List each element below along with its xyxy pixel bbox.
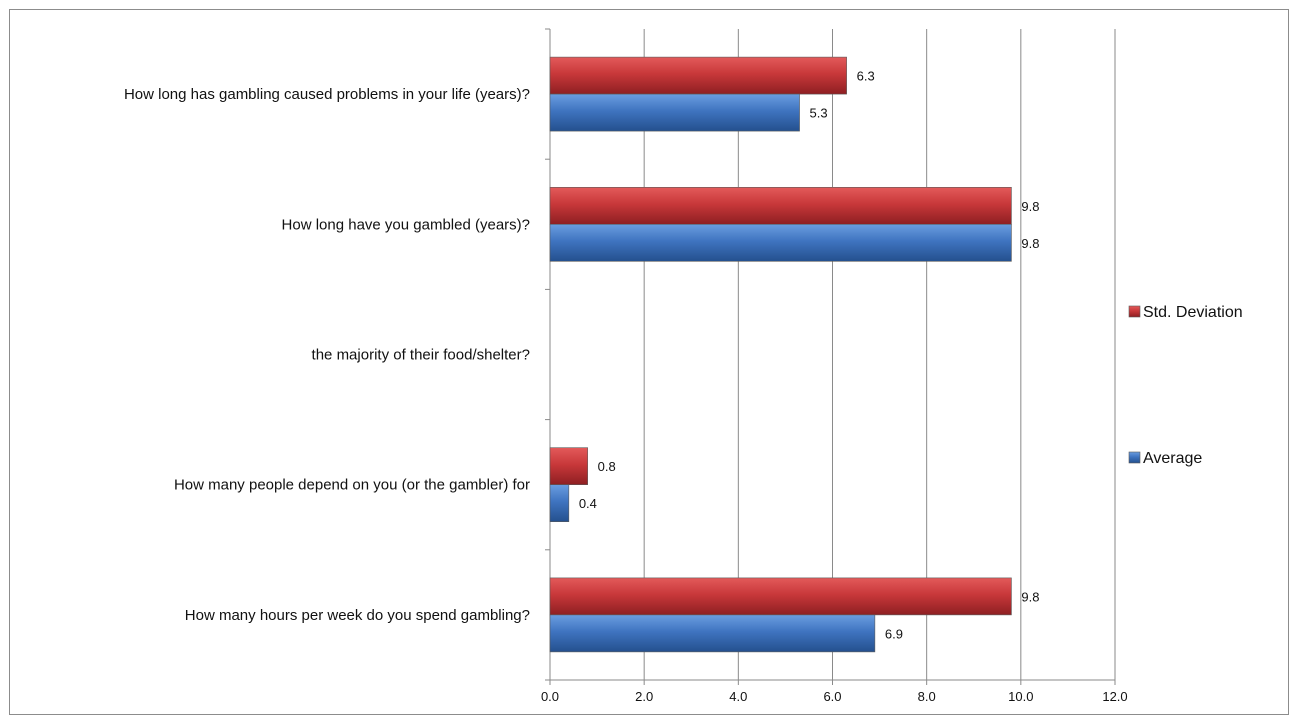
category-label: How long has gambling caused problems in… bbox=[124, 86, 530, 103]
data-label: 9.8 bbox=[1021, 199, 1039, 214]
data-label: 9.8 bbox=[1021, 589, 1039, 604]
legend: Std. Deviation Average bbox=[1128, 304, 1243, 467]
x-tick-label: 2.0 bbox=[635, 689, 653, 704]
legend-label: Std. Deviation bbox=[1143, 304, 1243, 321]
legend-swatch bbox=[1128, 451, 1141, 464]
category-label: How many hours per week do you spend gam… bbox=[185, 607, 530, 624]
labels: How long has gambling caused problems in… bbox=[124, 69, 1040, 642]
data-label: 9.8 bbox=[1021, 236, 1039, 251]
bar-std-deviation bbox=[549, 187, 1012, 225]
bar-average bbox=[549, 484, 570, 523]
x-tick-label: 10.0 bbox=[1008, 689, 1033, 704]
bar-std-deviation bbox=[549, 577, 1012, 616]
data-label: 0.8 bbox=[598, 459, 616, 474]
axes: 0.0 2.0 4.0 6.0 8.0 10.0 12.0 bbox=[541, 28, 1128, 704]
bar-chart: 0.0 2.0 4.0 6.0 8.0 10.0 12.0 How long has gam… bbox=[124, 28, 1243, 704]
bars bbox=[549, 56, 1012, 653]
bar-average bbox=[549, 93, 800, 132]
x-tick-label: 8.0 bbox=[918, 689, 936, 704]
bar-average bbox=[549, 224, 1012, 262]
category-label: the majority of their food/shelter? bbox=[312, 347, 530, 364]
gridlines bbox=[643, 29, 1116, 680]
data-label: 0.4 bbox=[579, 496, 597, 511]
bar-std-deviation bbox=[549, 447, 588, 486]
x-tick-label: 4.0 bbox=[729, 689, 747, 704]
chart-frame: 0.0 2.0 4.0 6.0 8.0 10.0 12.0 How long has gam… bbox=[9, 9, 1289, 715]
category-label: How long have you gambled (years)? bbox=[282, 216, 530, 233]
legend-label: Average bbox=[1143, 450, 1202, 467]
legend-swatch bbox=[1128, 305, 1141, 318]
x-tick-label: 0.0 bbox=[541, 689, 559, 704]
x-tick-label: 6.0 bbox=[823, 689, 841, 704]
category-label: How many people depend on you (or the ga… bbox=[174, 477, 530, 494]
bar-std-deviation bbox=[549, 56, 847, 95]
data-label: 6.3 bbox=[857, 69, 875, 84]
x-tick-label: 12.0 bbox=[1102, 689, 1127, 704]
data-label: 6.9 bbox=[885, 626, 903, 641]
bar-average bbox=[549, 614, 876, 653]
data-label: 5.3 bbox=[810, 106, 828, 121]
